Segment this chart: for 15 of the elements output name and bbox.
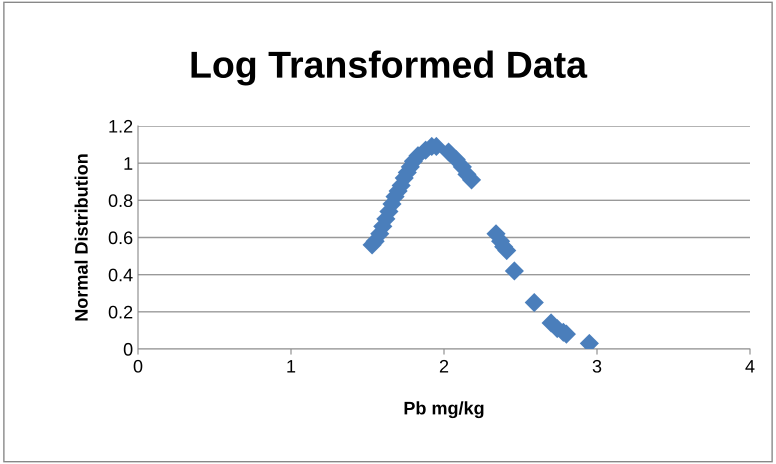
- y-tick-label: 0.4: [108, 268, 133, 282]
- y-tick-label: 0.8: [108, 194, 132, 208]
- y-axis-title: Normal Distribution: [74, 154, 88, 321]
- y-tick-label: 1.2: [109, 120, 132, 133]
- x-tick-label: 2: [440, 360, 448, 372]
- x-tick-label: 0: [134, 360, 142, 373]
- x-tick-label: 3: [592, 360, 602, 373]
- y-tick-label: 0.2: [108, 306, 132, 319]
- x-axis-title: Pb mg/kg: [404, 401, 484, 418]
- x-tick-label: 1: [287, 360, 296, 372]
- chart-title: Log Transformed Data: [192, 50, 588, 86]
- y-tick-label: 0.6: [108, 231, 132, 244]
- x-tick-label: 4: [745, 360, 754, 372]
- y-tick-label: 0: [124, 342, 132, 356]
- y-tick-label: 1: [124, 157, 132, 170]
